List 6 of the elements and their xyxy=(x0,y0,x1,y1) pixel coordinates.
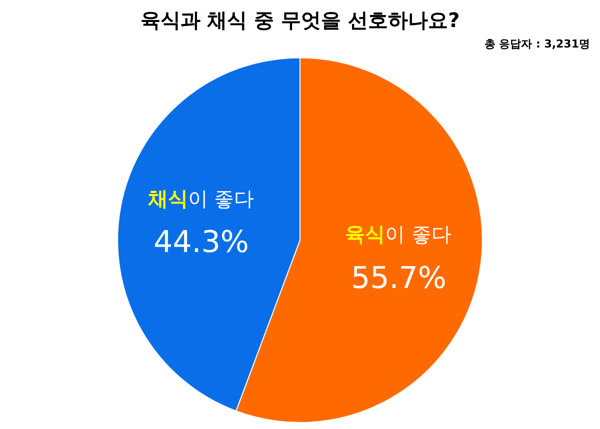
slice-label: 채식이 좋다 xyxy=(146,186,254,210)
text: 총 응답자 : 3,231명 xyxy=(484,37,590,50)
data-label: 55.7% xyxy=(351,260,446,296)
chart-title: 육식과 채식 중 무엇을 선호하나요? xyxy=(140,8,460,32)
data-label: 44.3% xyxy=(154,225,249,260)
slice-label: 육식이 좋다 xyxy=(345,222,452,246)
